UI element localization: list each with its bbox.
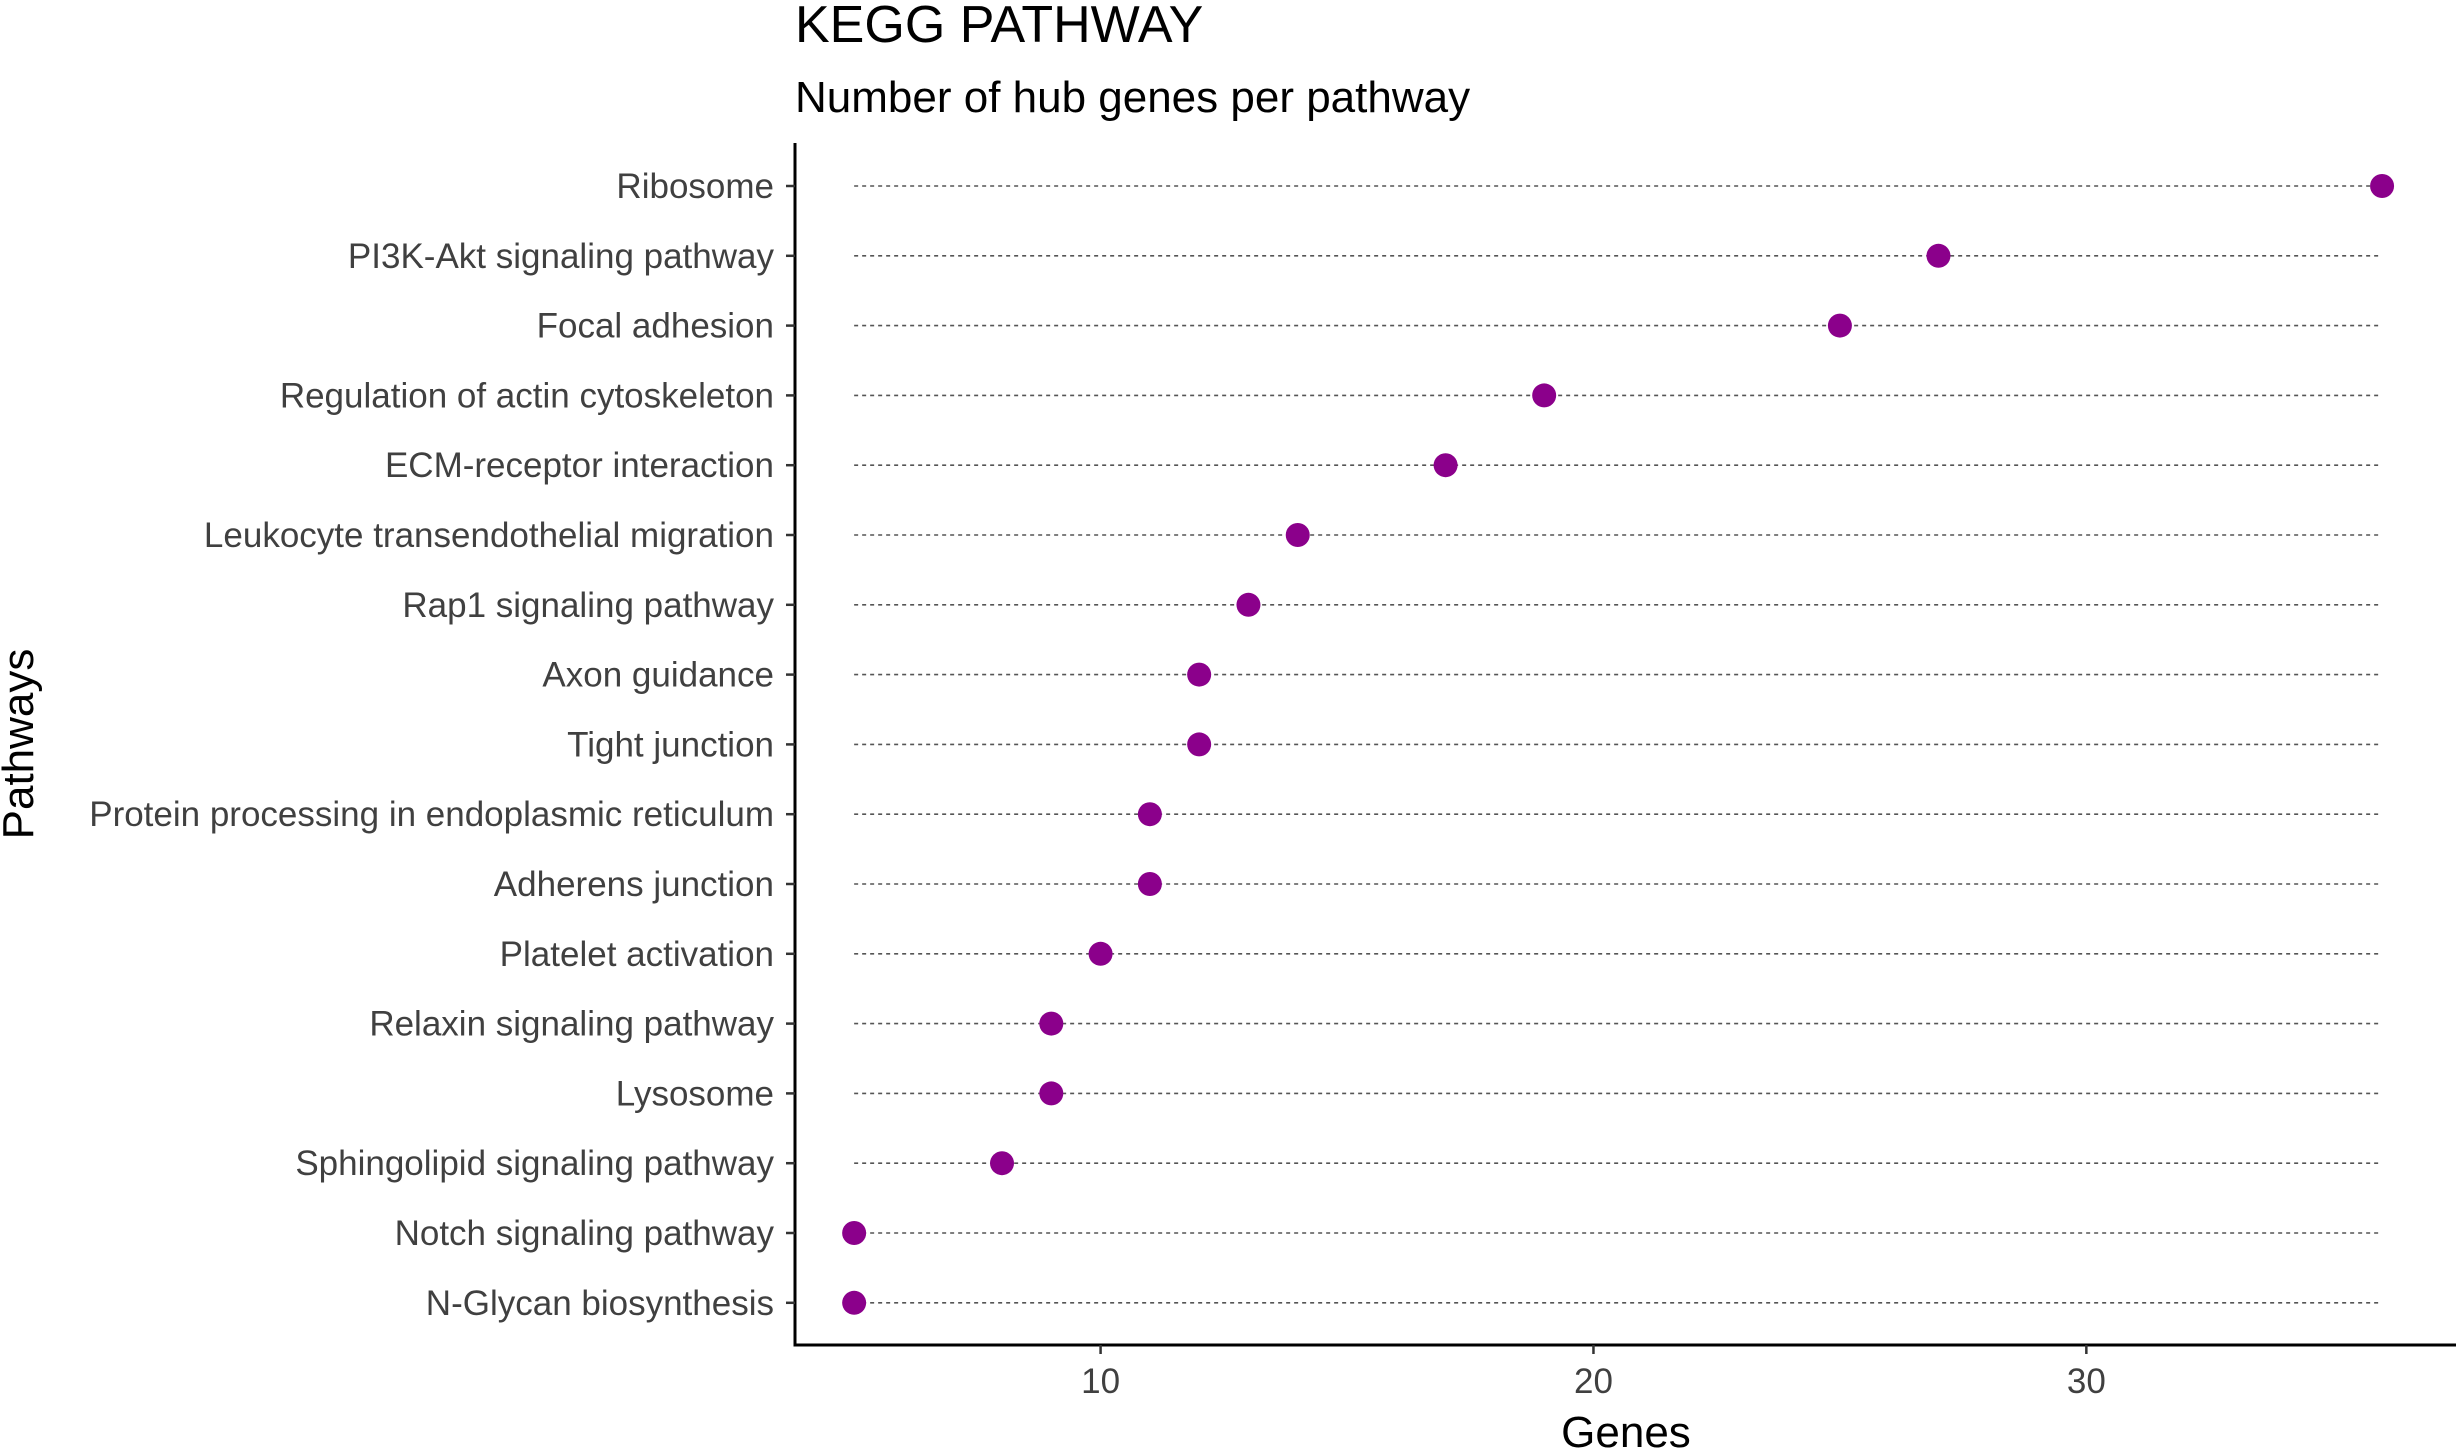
point-lysosome <box>1039 1081 1064 1106</box>
y-tick-label-protein-processing-in-endoplasmic-reticulum: Protein processing in endoplasmic reticu… <box>89 795 774 834</box>
point-rap1-signaling-pathway <box>1236 592 1261 617</box>
x-axis-title: Genes <box>1561 1408 1691 1451</box>
point-ecm-receptor-interaction <box>1433 453 1458 478</box>
data-points <box>842 174 2395 1315</box>
point-protein-processing-in-endoplasmic-reticulum <box>1137 802 1162 827</box>
guide-lines <box>854 185 2383 1304</box>
x-tick-label-10: 10 <box>1081 1362 1120 1401</box>
y-tick-label-ecm-receptor-interaction: ECM-receptor interaction <box>385 446 774 485</box>
y-axis-title: Pathways <box>0 649 43 840</box>
point-n-glycan-biosynthesis <box>842 1290 867 1315</box>
y-tick-label-rap1-signaling-pathway: Rap1 signaling pathway <box>402 586 774 625</box>
y-tick-label-ribosome: Ribosome <box>616 167 774 206</box>
y-tick-label-pi3k-akt-signaling-pathway: PI3K-Akt signaling pathway <box>348 237 775 276</box>
point-pi3k-akt-signaling-pathway <box>1926 243 1951 268</box>
point-ribosome <box>2370 174 2395 198</box>
y-tick-label-axon-guidance: Axon guidance <box>542 656 774 695</box>
chart-subtitle: Number of hub genes per pathway <box>795 73 1470 122</box>
y-tick-label-relaxin-signaling-pathway: Relaxin signaling pathway <box>369 1005 774 1044</box>
point-notch-signaling-pathway <box>842 1221 867 1245</box>
y-tick-label-n-glycan-biosynthesis: N-Glycan biosynthesis <box>426 1284 774 1323</box>
point-regulation-of-actin-cytoskeleton <box>1532 383 1557 408</box>
y-tick-label-sphingolipid-signaling-pathway: Sphingolipid signaling pathway <box>295 1144 774 1183</box>
point-sphingolipid-signaling-pathway <box>990 1151 1015 1176</box>
y-tick-label-leukocyte-transendothelial-migration: Leukocyte transendothelial migration <box>204 516 774 555</box>
point-focal-adhesion <box>1827 313 1852 338</box>
point-axon-guidance <box>1187 662 1212 687</box>
y-tick-label-regulation-of-actin-cytoskeleton: Regulation of actin cytoskeleton <box>280 376 774 415</box>
x-axis-ticks: 10 20 30 <box>1081 1345 2106 1401</box>
y-tick-label-tight-junction: Tight junction <box>567 725 774 764</box>
x-tick-label-30: 30 <box>2067 1362 2106 1401</box>
point-adherens-junction <box>1137 872 1162 896</box>
y-tick-label-focal-adhesion: Focal adhesion <box>537 307 774 346</box>
y-tick-label-adherens-junction: Adherens junction <box>494 865 774 904</box>
point-relaxin-signaling-pathway <box>1039 1011 1064 1036</box>
point-leukocyte-transendothelial-migration <box>1285 523 1310 547</box>
point-tight-junction <box>1187 732 1212 757</box>
y-tick-label-lysosome: Lysosome <box>616 1074 774 1113</box>
chart-title: KEGG PATHWAY <box>795 0 1203 54</box>
y-tick-label-platelet-activation: Platelet activation <box>500 935 774 974</box>
y-tick-label-notch-signaling-pathway: Notch signaling pathway <box>395 1214 775 1253</box>
point-platelet-activation <box>1088 941 1113 966</box>
y-axis-categories: Ribosome PI3K-Akt signaling pathway Focal … <box>89 167 795 1323</box>
x-tick-label-20: 20 <box>1574 1362 1613 1401</box>
